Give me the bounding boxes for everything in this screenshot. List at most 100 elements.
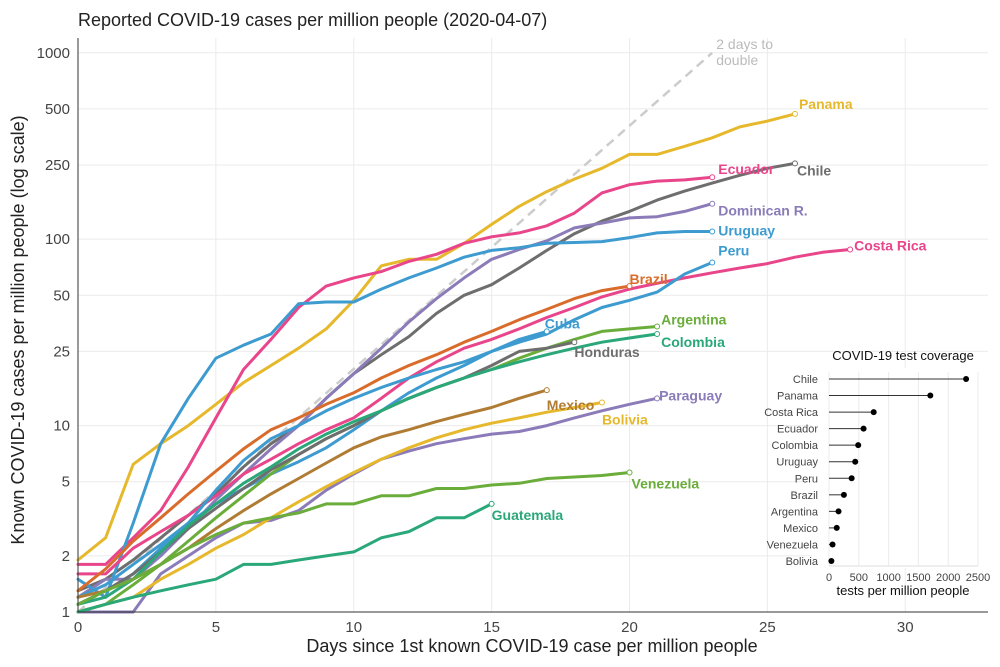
- x-axis-title: Days since 1st known COVID-19 case per m…: [306, 636, 757, 656]
- series-endpoint-argentina: [654, 323, 661, 330]
- series-line-panama: [76, 112, 797, 562]
- inset-x-tick-label: 1500: [906, 572, 930, 584]
- inset-category-label: Panama: [777, 391, 819, 403]
- inset-x-tick-label: 2000: [936, 572, 960, 584]
- series-endpoint-guatemala: [488, 500, 495, 507]
- series-label-paraguay: Paraguay: [659, 387, 722, 403]
- inset-x-tick-label: 0: [826, 572, 832, 584]
- series-endpoint-dominican-r: [709, 200, 716, 207]
- x-tick-label: 30: [897, 619, 914, 636]
- inset-category-label: Bolivia: [786, 556, 819, 568]
- inset-x-axis-title: tests per million people: [837, 583, 970, 598]
- reference-line-label: double: [716, 52, 758, 68]
- series-label-ecuador: Ecuador: [718, 161, 775, 177]
- series-label-colombia: Colombia: [661, 334, 725, 350]
- y-tick-label: 1000: [37, 45, 70, 62]
- y-axis-title: Known COVID-19 cases per million people …: [8, 115, 28, 544]
- y-tick-label: 1: [62, 604, 70, 621]
- inset-x-tick-label: 500: [850, 572, 868, 584]
- inset-category-label: Costa Rica: [764, 407, 819, 419]
- series-label-chile: Chile: [797, 162, 831, 178]
- series-label-uruguay: Uruguay: [718, 222, 775, 238]
- inset-lollipop-dot: [828, 558, 835, 564]
- inset-lollipop-dot: [829, 541, 836, 548]
- inset-title: COVID-19 test coverage: [832, 348, 974, 363]
- series-line-ecuador: [76, 175, 714, 566]
- inset-lollipop-dot: [870, 409, 877, 416]
- x-tick-label: 25: [759, 619, 776, 636]
- inset-category-label: Peru: [795, 473, 818, 485]
- y-tick-label: 10: [53, 418, 70, 435]
- inset-category-label: Chile: [793, 374, 818, 386]
- series-line-bolivia: [76, 401, 604, 614]
- y-tick-label: 50: [53, 287, 70, 304]
- inset-chart: COVID-19 test coverage tests per million…: [764, 348, 990, 598]
- inset-lollipop-dot: [833, 524, 840, 531]
- series-line-argentina: [76, 325, 659, 614]
- series-endpoint-bolivia: [598, 399, 605, 406]
- inset-category-label: Colombia: [772, 440, 819, 452]
- series-line-venezuela: [76, 471, 631, 606]
- inset-x-tick-label: 1000: [876, 572, 900, 584]
- y-tick-label: 5: [62, 474, 70, 491]
- x-tick-label: 5: [212, 619, 220, 636]
- inset-x-tick-label: 2500: [966, 572, 990, 584]
- series-line-guatemala: [76, 502, 494, 614]
- series-label-honduras: Honduras: [574, 344, 640, 360]
- series-label-costa-rica: Costa Rica: [854, 238, 927, 254]
- series-line-colombia: [76, 332, 659, 606]
- inset-category-label: Venezuela: [767, 539, 819, 551]
- series-label-argentina: Argentina: [661, 312, 727, 328]
- inset-lollipop-dot: [840, 491, 847, 498]
- y-tick-label: 2: [62, 548, 70, 565]
- inset-category-label: Ecuador: [777, 424, 818, 436]
- x-tick-label: 20: [621, 619, 638, 636]
- inset-lollipop-dot: [860, 425, 867, 432]
- series-endpoint-peru: [709, 259, 716, 266]
- inset-lollipop-dot: [835, 508, 842, 515]
- series-lines: [76, 110, 854, 614]
- inset-lollipop-dot: [852, 458, 859, 465]
- x-tick-label: 10: [345, 619, 362, 636]
- series-line-cuba: [76, 329, 549, 606]
- y-tick-label: 500: [45, 101, 70, 118]
- inset-category-label: Brazil: [790, 490, 818, 502]
- series-line-peru: [76, 261, 714, 599]
- x-tick-label: 0: [74, 619, 82, 636]
- inset-background: [812, 368, 988, 568]
- chart-title: Reported COVID-19 cases per million peop…: [78, 10, 547, 30]
- series-endpoint-cuba: [543, 328, 550, 335]
- inset-category-label: Argentina: [771, 506, 819, 518]
- y-tick-label: 25: [53, 343, 70, 360]
- series-label-cuba: Cuba: [545, 315, 580, 331]
- series-label-panama: Panama: [799, 96, 853, 112]
- inset-category-label: Mexico: [783, 523, 818, 535]
- series-labels: Panama Chile Ecuador Dominican R. Uruguay Cos…: [492, 96, 927, 523]
- inset-lollipop-dot: [848, 475, 855, 482]
- inset-lollipop-dot: [855, 442, 862, 449]
- series-endpoint-mexico: [543, 387, 550, 394]
- series-label-guatemala: Guatemala: [492, 507, 564, 523]
- series-endpoint-paraguay: [654, 395, 661, 402]
- series-label-bolivia: Bolivia: [602, 411, 648, 427]
- series-endpoint-ecuador: [709, 174, 716, 181]
- series-line-honduras: [76, 340, 576, 606]
- series-endpoint-uruguay: [709, 228, 716, 235]
- series-endpoint-costa-rica: [847, 246, 854, 253]
- series-endpoint-brazil: [626, 283, 633, 290]
- series-label-brazil: Brazil: [630, 271, 668, 287]
- inset-lollipop-dot: [963, 376, 970, 382]
- y-tick-label: 100: [45, 231, 70, 248]
- series-line-brazil: [76, 284, 631, 593]
- series-label-peru: Peru: [718, 242, 749, 258]
- series-endpoint-honduras: [571, 339, 578, 346]
- series-label-dominican-r: Dominican R.: [718, 203, 807, 219]
- series-label-mexico: Mexico: [547, 397, 594, 413]
- series-endpoint-panama: [791, 110, 798, 117]
- series-line-uruguay: [76, 230, 714, 599]
- inset-lollipop-dot: [927, 392, 934, 399]
- reference-line-label: 2 days to: [716, 36, 773, 52]
- series-endpoint-venezuela: [626, 469, 633, 476]
